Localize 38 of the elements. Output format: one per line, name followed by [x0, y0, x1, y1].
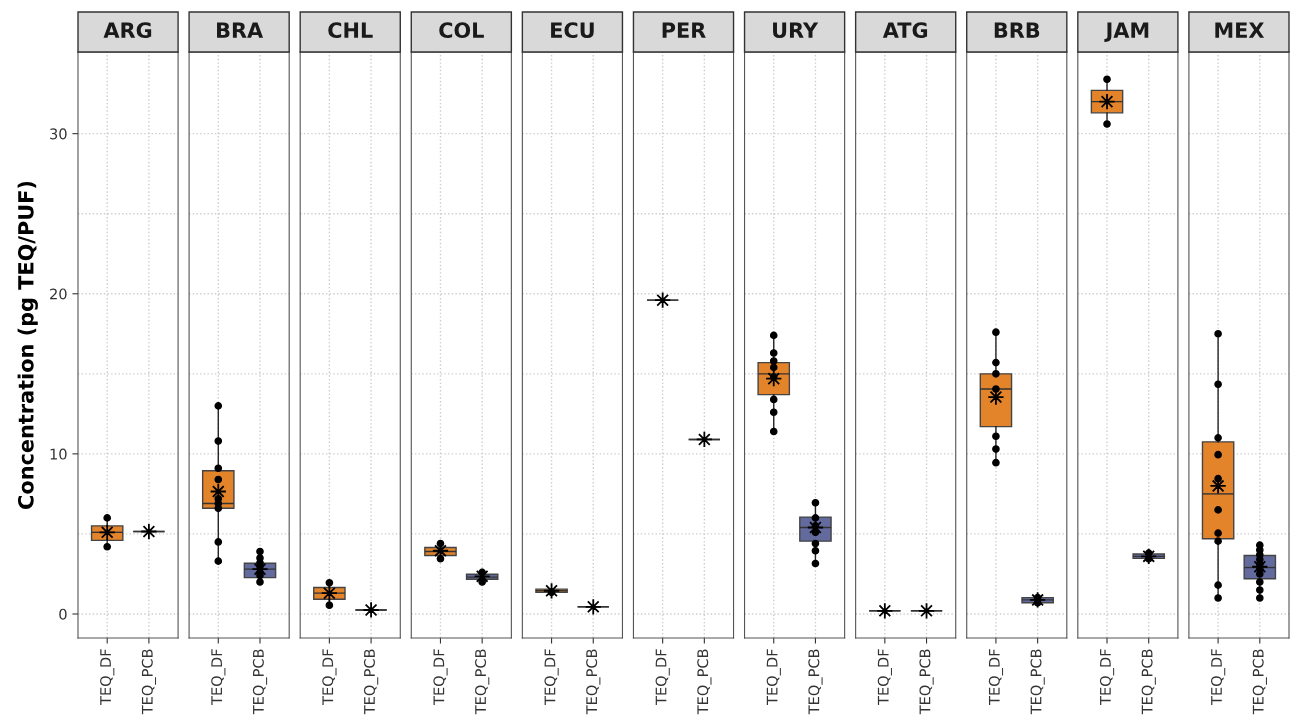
chart-title: JAM: [1104, 22, 1149, 42]
chart-title: PER: [662, 22, 706, 38]
x-tick-label: TEQ_PCB: [1030, 649, 1045, 715]
x-tick-label: TEQ_DF: [100, 649, 115, 705]
x-tick-label: TEQ_PCB: [586, 649, 601, 715]
chart-title: CHL: [328, 22, 373, 39]
x-tick-label: TEQ_DF: [322, 649, 337, 705]
chart-title: BRA: [217, 22, 264, 38]
x-tick-label: TEQ_PCB: [697, 649, 712, 715]
x-tick-label: TEQ_DF: [1099, 649, 1115, 705]
y-tick-label: 30: [50, 128, 67, 140]
x-tick-label: TEQ_DF: [766, 649, 781, 705]
x-tick-label: TEQ_DF: [211, 649, 226, 705]
x-tick-label: TEQ_PCB: [1252, 649, 1267, 715]
x-tick-label: TEQ_DF: [877, 649, 892, 705]
y-axis-title: Concentration (pg TEQ/PUF): [17, 181, 38, 509]
chart-title: URY: [773, 22, 819, 39]
x-tick-label: TEQ_PCB: [475, 649, 490, 715]
x-tick-label: TEQ_PCB: [1141, 649, 1156, 715]
x-tick-label: TEQ_DF: [988, 649, 1004, 705]
y-tick-label: 0: [59, 608, 67, 620]
chart-title: BRB: [994, 22, 1040, 38]
x-tick-label: TEQ_PCB: [141, 649, 157, 715]
x-tick-label: TEQ_DF: [433, 649, 448, 705]
x-tick-label: TEQ_DF: [655, 649, 670, 705]
y-tick-label: 20: [50, 288, 67, 300]
chart-title: ATG: [882, 22, 928, 39]
chart-title: ARG: [103, 22, 152, 39]
x-tick-label: TEQ_DF: [1210, 649, 1226, 705]
x-tick-label: TEQ_PCB: [363, 649, 379, 715]
y-tick-label: 10: [50, 448, 67, 460]
chart-title: COL: [439, 22, 484, 39]
x-tick-label: TEQ_PCB: [808, 649, 823, 715]
chart-title: ECU: [551, 22, 594, 39]
x-tick-label: TEQ_DF: [544, 649, 559, 705]
x-tick-label: TEQ_PCB: [919, 649, 934, 715]
chart-title: MEX: [1215, 22, 1265, 38]
x-tick-label: TEQ_PCB: [252, 649, 268, 715]
